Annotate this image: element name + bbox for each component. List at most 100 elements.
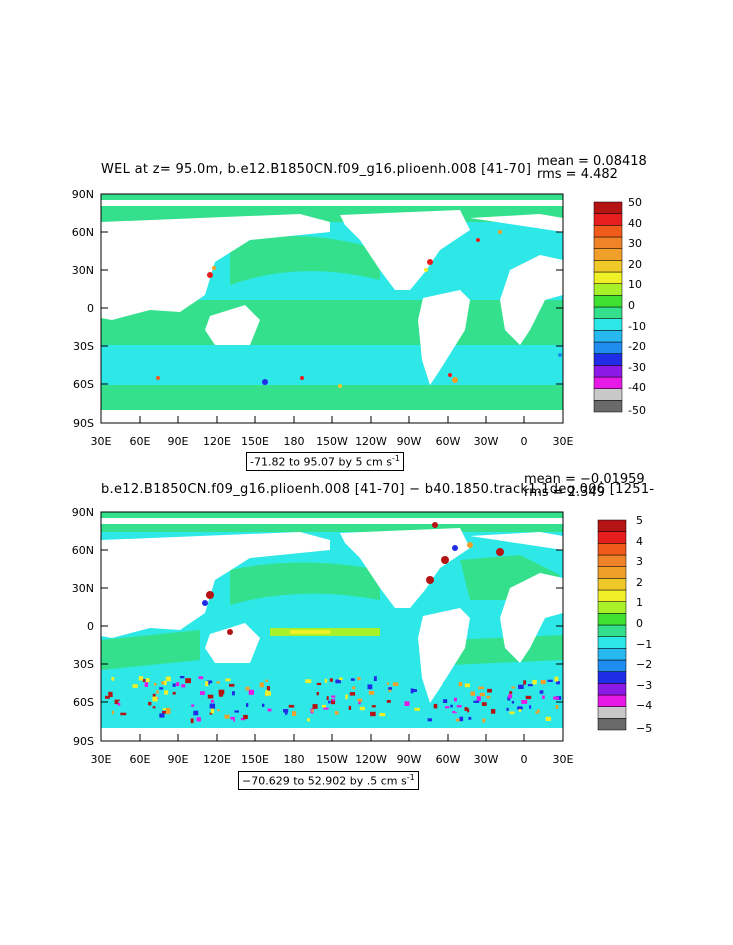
colorbar-swatch bbox=[597, 578, 627, 591]
y-tick-label: 60N bbox=[72, 226, 94, 239]
colorbar-swatch bbox=[593, 318, 623, 331]
noise-cell bbox=[181, 684, 186, 688]
noise-cell bbox=[120, 712, 127, 716]
colorbar-swatch bbox=[593, 283, 623, 296]
noise-cell bbox=[470, 691, 475, 696]
noise-cell bbox=[328, 700, 331, 704]
noise-cell bbox=[447, 691, 450, 695]
noise-cell bbox=[224, 714, 230, 719]
noise-cell bbox=[348, 705, 352, 710]
panel1-hotspots bbox=[156, 230, 562, 388]
noise-cell bbox=[323, 707, 329, 710]
noise-cell bbox=[152, 706, 156, 709]
x-tick-label: 120W bbox=[355, 753, 387, 766]
noise-cell bbox=[300, 706, 306, 710]
panel1-range-unit-exponent: -1 bbox=[391, 454, 400, 463]
colorbar-swatch bbox=[597, 683, 627, 696]
noise-cell bbox=[139, 680, 143, 683]
colorbar-label: 2 bbox=[636, 576, 643, 589]
noise-cell bbox=[292, 711, 297, 716]
noise-cell bbox=[176, 682, 180, 687]
panel2-hotspots bbox=[202, 522, 504, 635]
x-tick-label: 120E bbox=[203, 753, 231, 766]
noise-cell bbox=[452, 711, 458, 714]
noise-cell bbox=[455, 709, 461, 713]
noise-cell bbox=[164, 690, 169, 695]
x-tick-label: 90W bbox=[397, 753, 422, 766]
panel2-colorbar-labels: 5 4 3 2 1 0 −1 −2 −3 −4 −5 bbox=[636, 514, 652, 735]
noise-cell bbox=[479, 692, 485, 697]
noise-cell bbox=[105, 695, 110, 699]
noise-cell bbox=[556, 681, 560, 685]
noise-cell bbox=[373, 676, 377, 681]
colorbar-swatch bbox=[597, 659, 627, 672]
noise-cell bbox=[171, 701, 176, 706]
noise-cell bbox=[240, 717, 246, 721]
colorbar-swatch bbox=[597, 543, 627, 556]
noise-cell bbox=[537, 709, 540, 713]
noise-cell bbox=[482, 718, 486, 723]
colorbar-label: 40 bbox=[628, 217, 642, 230]
colorbar-label: -20 bbox=[628, 340, 646, 353]
noise-cell bbox=[161, 681, 164, 685]
colorbar-swatch bbox=[597, 671, 627, 684]
noise-cell bbox=[453, 697, 457, 702]
noise-cell bbox=[433, 703, 438, 709]
x-tick-label: 60E bbox=[130, 753, 151, 766]
noise-cell bbox=[154, 683, 157, 686]
colorbar-swatch bbox=[593, 400, 623, 413]
noise-cell bbox=[216, 681, 220, 684]
noise-cell bbox=[157, 701, 162, 705]
noise-cell bbox=[108, 676, 112, 680]
noise-cell bbox=[196, 717, 201, 722]
noise-cell bbox=[311, 709, 314, 713]
noise-cell bbox=[210, 700, 215, 703]
noise-cell bbox=[508, 694, 513, 699]
noise-cell bbox=[114, 699, 120, 705]
noise-cell bbox=[368, 691, 375, 695]
noise-cell bbox=[517, 706, 523, 710]
noise-cell bbox=[359, 706, 365, 711]
noise-cell bbox=[312, 704, 318, 709]
panel2-range-box: −70.629 to 52.902 by .5 cm s-1 bbox=[238, 771, 419, 790]
noise-cell bbox=[468, 716, 472, 720]
noise-cell bbox=[331, 695, 336, 698]
noise-cell bbox=[172, 683, 176, 687]
panel2-range-unit-exponent: -1 bbox=[406, 773, 415, 782]
colorbar-label: 30 bbox=[628, 237, 642, 250]
noise-cell bbox=[161, 710, 168, 714]
noise-cell bbox=[518, 709, 522, 712]
x-tick-label: 30W bbox=[474, 753, 499, 766]
noise-cell bbox=[539, 690, 544, 694]
noise-cell bbox=[332, 715, 337, 720]
noise-cell bbox=[190, 718, 194, 724]
panel2-positive-regions bbox=[101, 512, 563, 670]
noise-cell bbox=[392, 682, 399, 686]
noise-cell bbox=[360, 689, 366, 694]
panel1-colorbar bbox=[593, 201, 623, 413]
noise-cell bbox=[508, 678, 513, 681]
colorbar-swatch bbox=[593, 260, 623, 273]
noise-cell bbox=[335, 679, 341, 684]
colorbar-swatch bbox=[593, 330, 623, 343]
noise-cell bbox=[518, 684, 524, 689]
panel1-y-tick-labels: 90N 60N 30N 0 30S 60S 90S bbox=[72, 188, 94, 430]
noise-cell bbox=[339, 677, 343, 681]
noise-cell bbox=[553, 696, 559, 700]
noise-cell bbox=[464, 707, 468, 711]
y-tick-label: 90S bbox=[73, 735, 94, 748]
noise-cell bbox=[511, 701, 515, 704]
noise-cell bbox=[316, 682, 322, 686]
noise-cell bbox=[265, 691, 271, 696]
noise-cell bbox=[427, 718, 432, 722]
colorbar-swatch bbox=[593, 236, 623, 249]
noise-cell bbox=[521, 700, 528, 704]
noise-cell bbox=[165, 711, 171, 714]
noise-cell bbox=[334, 711, 339, 715]
x-tick-label: 150W bbox=[316, 753, 348, 766]
noise-cell bbox=[234, 710, 239, 713]
colorbar-swatch bbox=[597, 566, 627, 579]
x-tick-label: 150W bbox=[316, 435, 348, 448]
noise-cell bbox=[542, 695, 545, 699]
